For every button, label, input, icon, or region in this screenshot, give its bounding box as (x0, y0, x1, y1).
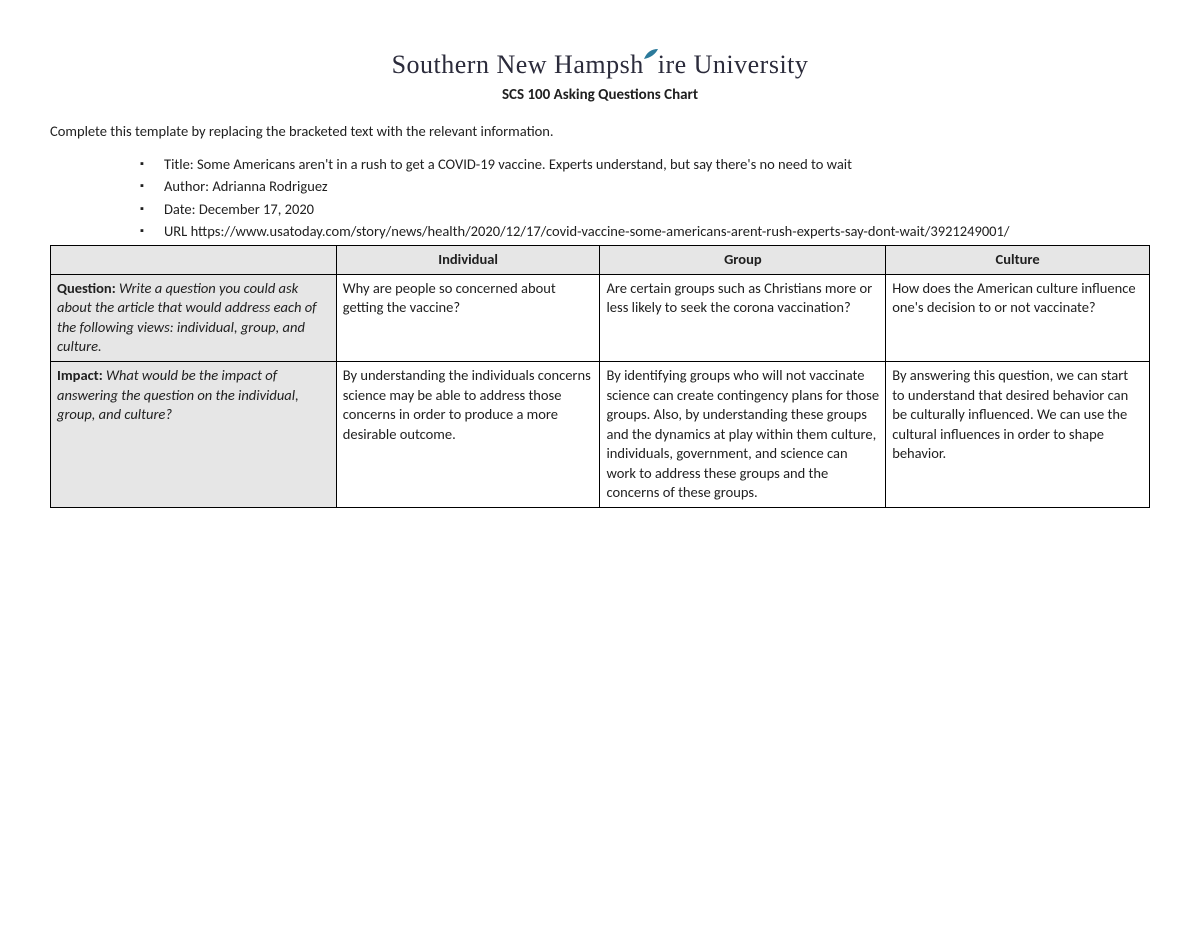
document-header: Southern New Hampsh ire University SCS 10… (50, 50, 1150, 104)
meta-author: Author: Adrianna Rodriguez (140, 176, 1150, 196)
header-group: Group (600, 246, 886, 275)
meta-date-label: Date: (164, 200, 196, 218)
cell-impact-group: By identifying groups who will not vacci… (600, 362, 886, 508)
meta-author-value: Adrianna Rodriguez (212, 177, 327, 195)
cell-question-group: Are certain groups such as Christians mo… (600, 274, 886, 361)
meta-title-label: Title: (164, 155, 194, 173)
table-header-row: Individual Group Culture (51, 246, 1150, 275)
table-row-question: Question: Write a question you could ask… (51, 274, 1150, 361)
rowhead-question-lead: Question: (57, 279, 116, 297)
meta-date: Date: December 17, 2020 (140, 199, 1150, 219)
meta-author-label: Author: (164, 177, 209, 195)
meta-url-value: https://www.usatoday.com/story/news/heal… (191, 222, 1010, 240)
meta-title: Title: Some Americans aren't in a rush t… (140, 154, 1150, 174)
leaf-icon (642, 38, 660, 68)
meta-title-value: Some Americans aren't in a rush to get a… (197, 155, 852, 173)
header-individual: Individual (336, 246, 600, 275)
cell-impact-culture: By answering this question, we can start… (886, 362, 1150, 508)
university-logo: Southern New Hampsh ire University (392, 50, 809, 80)
document-title: SCS 100 Asking Questions Chart (50, 86, 1150, 104)
logo-text-left: Southern New Hampsh (392, 50, 644, 79)
logo-text-right: ire University (658, 50, 809, 79)
cell-impact-individual: By understanding the individuals concern… (336, 362, 600, 508)
article-metadata-list: Title: Some Americans aren't in a rush t… (50, 154, 1150, 241)
meta-date-value: December 17, 2020 (199, 200, 314, 218)
meta-url-label: URL (164, 222, 187, 240)
header-blank (51, 246, 337, 275)
questions-chart-table: Individual Group Culture Question: Write… (50, 245, 1150, 508)
instruction-text: Complete this template by replacing the … (50, 122, 1150, 140)
rowhead-impact-lead: Impact: (57, 366, 103, 384)
table-row-impact: Impact: What would be the impact of answ… (51, 362, 1150, 508)
cell-question-individual: Why are people so concerned about gettin… (336, 274, 600, 361)
meta-url: URL https://www.usatoday.com/story/news/… (140, 221, 1150, 241)
header-culture: Culture (886, 246, 1150, 275)
cell-question-culture: How does the American culture influence … (886, 274, 1150, 361)
rowhead-impact: Impact: What would be the impact of answ… (51, 362, 337, 508)
rowhead-question: Question: Write a question you could ask… (51, 274, 337, 361)
